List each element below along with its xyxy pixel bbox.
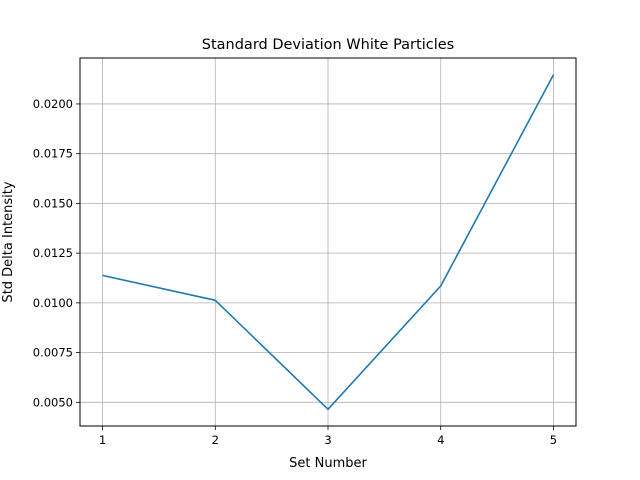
x-axis-label: Set Number: [289, 456, 367, 471]
series-group: [102, 74, 555, 411]
y-axis-label: Std Delta Intensity: [1, 181, 16, 302]
y-tick-label: 0.0150: [33, 196, 73, 210]
chart-title: Standard Deviation White Particles: [202, 37, 454, 53]
y-tick-label: 0.0175: [33, 147, 73, 161]
x-tick-label: 1: [99, 433, 106, 447]
y-axis-ticks: 0.0050 0.0075 0.0100 0.0125 0.0150 0.0175 0.02…: [33, 97, 80, 409]
x-tick-label: 3: [324, 433, 331, 447]
grid-lines: [80, 58, 576, 426]
y-tick-label: 0.0050: [33, 395, 73, 409]
y-tick-label: 0.0200: [33, 97, 73, 111]
y-tick-label: 0.0100: [33, 296, 73, 310]
x-tick-label: 2: [212, 433, 219, 447]
x-tick-label: 5: [550, 433, 557, 447]
x-axis-ticks: 1 2 3 4 5: [99, 426, 557, 447]
y-tick-label: 0.0075: [33, 346, 73, 360]
x-tick-label: 4: [437, 433, 444, 447]
y-tick-label: 0.0125: [33, 246, 73, 260]
series-line: [102, 74, 555, 411]
